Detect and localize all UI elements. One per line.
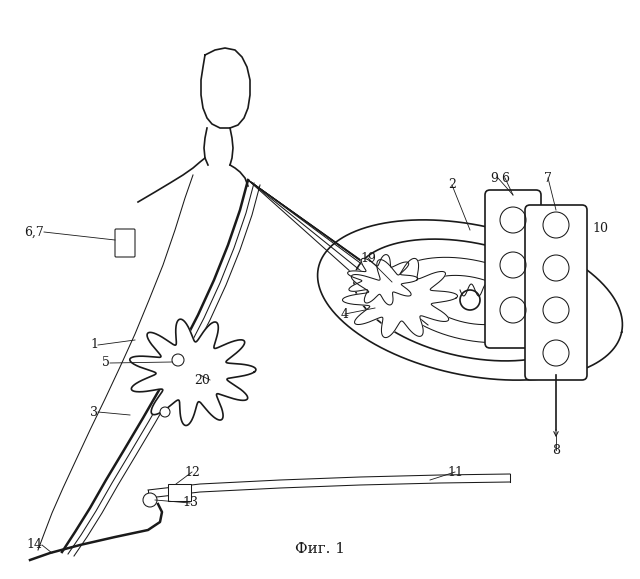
Text: 20: 20 [194, 373, 210, 387]
Text: 10: 10 [592, 222, 608, 234]
Text: 9: 9 [490, 171, 498, 185]
Text: 5: 5 [102, 357, 110, 369]
Text: 11: 11 [447, 466, 463, 478]
Circle shape [172, 354, 184, 366]
Polygon shape [348, 255, 418, 305]
FancyBboxPatch shape [115, 229, 135, 257]
Text: 6,7: 6,7 [24, 225, 44, 239]
Text: 13: 13 [182, 497, 198, 510]
Text: 12: 12 [184, 466, 200, 478]
Text: 1: 1 [90, 339, 98, 351]
Text: 7: 7 [544, 171, 552, 185]
Text: 2: 2 [448, 178, 456, 192]
Text: 6: 6 [501, 171, 509, 185]
Circle shape [143, 493, 157, 507]
Text: 3: 3 [90, 405, 98, 419]
Text: 14: 14 [26, 538, 42, 552]
Polygon shape [342, 258, 458, 338]
Text: Фиг. 1: Фиг. 1 [295, 542, 345, 556]
FancyBboxPatch shape [168, 483, 191, 500]
Polygon shape [130, 319, 256, 426]
FancyBboxPatch shape [525, 205, 587, 380]
Text: 8: 8 [552, 444, 560, 456]
Text: 4: 4 [341, 307, 349, 321]
Circle shape [460, 290, 480, 310]
Text: 19: 19 [360, 251, 376, 265]
Circle shape [160, 407, 170, 417]
FancyBboxPatch shape [485, 190, 541, 348]
